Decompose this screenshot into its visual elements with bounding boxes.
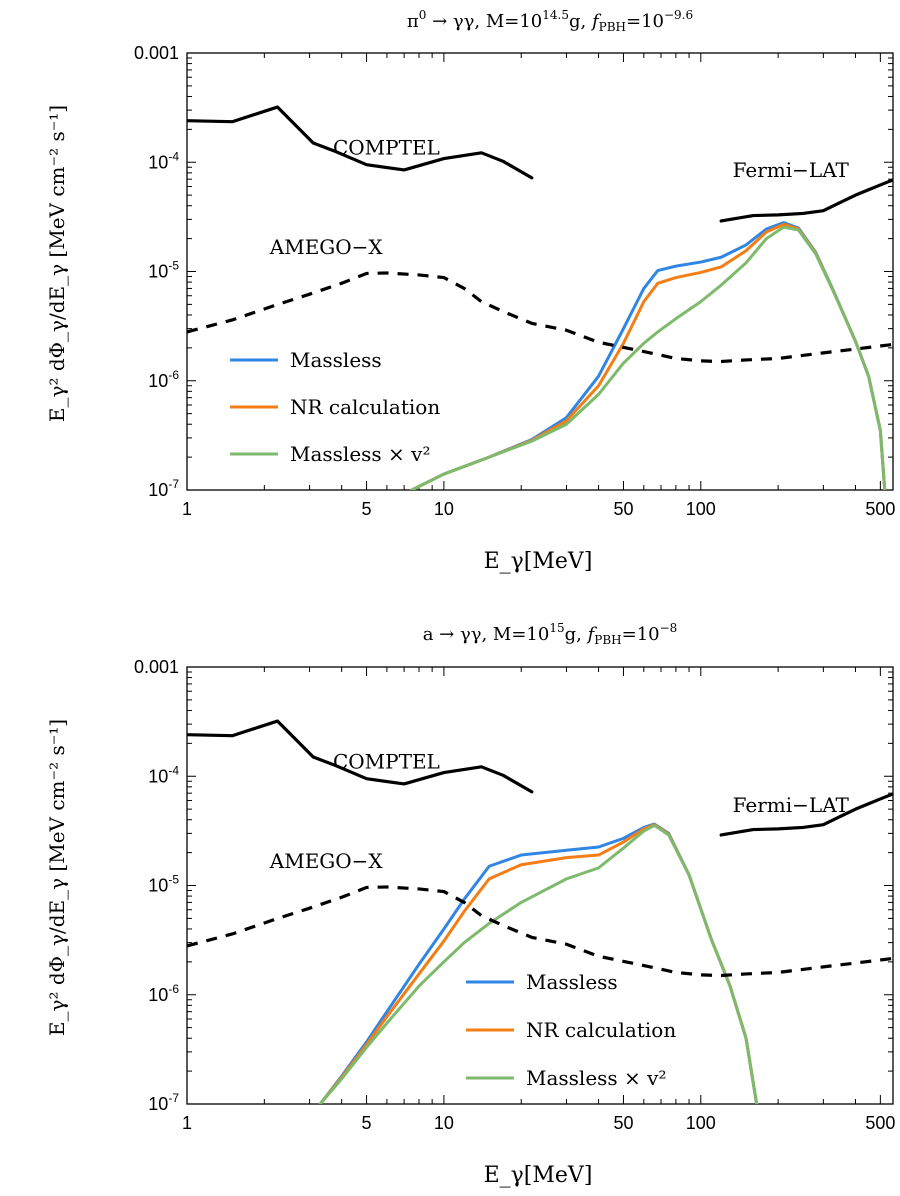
x-tick-label: 5: [362, 1113, 372, 1133]
x-tick-label: 10: [434, 1113, 454, 1133]
series-group: [187, 105, 893, 490]
legend-entry: NR calculation: [526, 1018, 676, 1042]
legend-entry: Massless: [290, 348, 382, 372]
series-nr-calculation: [318, 823, 759, 1104]
x-tick-label: 5: [362, 499, 372, 519]
series-amego-x: [187, 271, 893, 364]
x-tick-label: 50: [613, 499, 633, 519]
series-massless-v: [410, 225, 887, 490]
y-tick-label: 10-7: [148, 1091, 179, 1114]
annotation-fermi-lat: Fermi−LAT: [733, 793, 850, 817]
chart-panel-2: a → γγ, M=1015g, fPBH=10−81 5 10 50 100 5000.…: [45, 621, 895, 1188]
x-tick-label: 500: [865, 1113, 895, 1133]
annotation-amego-x: AMEGO−X: [269, 849, 384, 873]
chart-panel-1: π0 → γγ, M=1014.5g, fPBH=10−9.6 1 5 10 50 100…: [45, 8, 895, 574]
y-tick-label: 10-4: [148, 763, 179, 786]
x-tick-label: 50: [613, 1113, 633, 1133]
x-axis-label: E_γ[MeV]: [484, 1163, 593, 1188]
legend: Massless NR calculation Massless × v²: [466, 970, 676, 1090]
y-axis-label: E_γ² dΦ_γ/dE_γ [MeV cm⁻² s⁻¹]: [45, 719, 69, 1036]
x-tick-label: 1: [182, 499, 192, 519]
y-axis-label: E_γ² dΦ_γ/dE_γ [MeV cm⁻² s⁻¹]: [45, 105, 69, 422]
y-axis: 0.001 10-4 10-5 10-6 10-7: [134, 657, 893, 1114]
legend: Massless NR calculation Massless × v²: [230, 348, 440, 466]
x-tick-label: 100: [686, 1113, 716, 1133]
series-massless-v: [318, 823, 759, 1104]
series-amego-x: [187, 885, 893, 978]
series-fermi-lat: [719, 792, 893, 837]
annotation-comptel: COMPTEL: [333, 135, 440, 159]
legend-entry: Massless × v²: [290, 442, 430, 466]
y-tick-label: 0.001: [134, 43, 179, 63]
annotation-fermi-lat: Fermi−LAT: [733, 158, 850, 182]
x-tick-label: 100: [686, 499, 716, 519]
series-group: [187, 719, 893, 1104]
y-tick-label: 10-6: [148, 982, 179, 1005]
y-tick-label: 0.001: [134, 657, 179, 677]
series-nr-calculation: [410, 222, 887, 490]
legend-entry: Massless × v²: [526, 1066, 666, 1090]
annotation-comptel: COMPTEL: [333, 749, 440, 773]
plot-frame: [186, 52, 894, 491]
y-axis: 0.001 10-4 10-5 10-6 10-7: [134, 43, 893, 500]
chart-title: a → γγ, M=1015g, fPBH=10−8: [423, 621, 678, 647]
series-massless: [410, 221, 887, 490]
y-tick-label: 10-6: [148, 368, 179, 391]
x-axis: 1 5 10 50 100 500: [182, 667, 895, 1133]
annotation-amego-x: AMEGO−X: [269, 235, 384, 259]
chart-title: π0 → γγ, M=1014.5g, fPBH=10−9.6: [407, 8, 693, 34]
y-tick-label: 10-5: [148, 873, 179, 896]
x-tick-label: 10: [434, 499, 454, 519]
y-tick-label: 10-4: [148, 149, 179, 172]
y-tick-label: 10-5: [148, 259, 179, 282]
legend-entry: NR calculation: [290, 395, 440, 419]
y-tick-label: 10-7: [148, 477, 179, 500]
x-axis-label: E_γ[MeV]: [484, 549, 593, 574]
series-comptel: [187, 719, 534, 794]
series-massless: [318, 822, 759, 1104]
series-comptel: [187, 105, 534, 180]
x-tick-label: 1: [182, 1113, 192, 1133]
legend-entry: Massless: [526, 970, 618, 994]
x-axis: 1 5 10 50 100 500: [182, 53, 895, 519]
x-tick-label: 500: [865, 499, 895, 519]
series-fermi-lat: [719, 178, 893, 223]
